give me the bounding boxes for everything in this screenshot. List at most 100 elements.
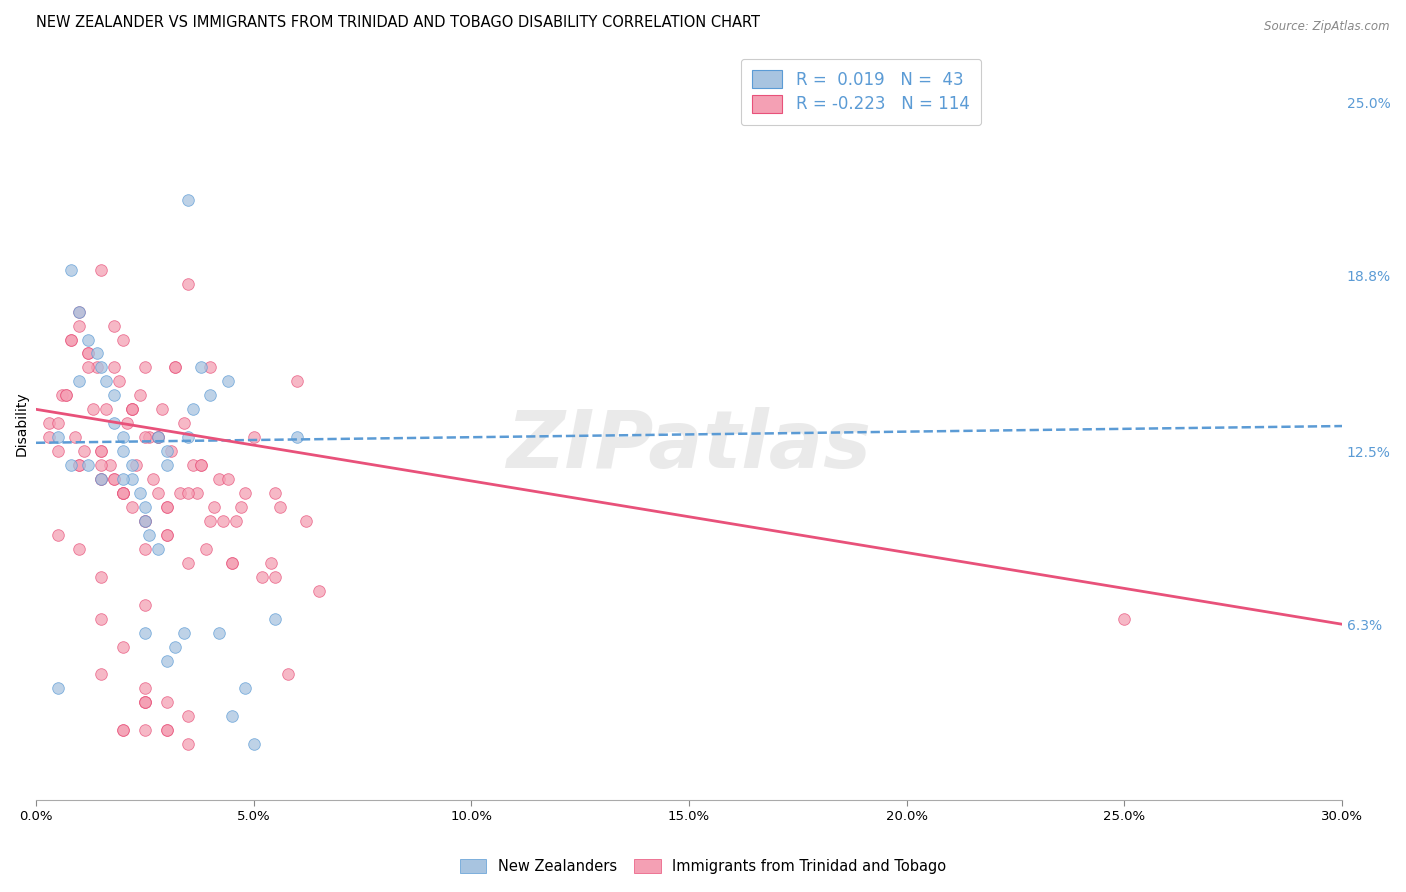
Point — [165, 360, 187, 375]
Point — [177, 486, 200, 500]
Point — [103, 416, 125, 430]
Point — [285, 430, 308, 444]
Point — [217, 375, 239, 389]
Point — [134, 598, 156, 612]
Point — [59, 333, 82, 347]
Point — [111, 723, 134, 738]
Point — [165, 360, 187, 375]
Point — [146, 430, 169, 444]
Point — [177, 556, 200, 570]
Point — [146, 486, 169, 500]
Point — [77, 458, 100, 472]
Point — [208, 625, 231, 640]
Point — [134, 681, 156, 696]
Point — [69, 375, 91, 389]
Point — [63, 430, 86, 444]
Point — [69, 304, 91, 318]
Point — [285, 375, 308, 389]
Point — [111, 640, 134, 654]
Point — [181, 458, 204, 472]
Point — [94, 402, 117, 417]
Text: NEW ZEALANDER VS IMMIGRANTS FROM TRINIDAD AND TOBAGO DISABILITY CORRELATION CHAR: NEW ZEALANDER VS IMMIGRANTS FROM TRINIDA… — [37, 15, 761, 30]
Point — [46, 430, 69, 444]
Point — [155, 500, 177, 514]
Point — [134, 514, 156, 528]
Text: Source: ZipAtlas.com: Source: ZipAtlas.com — [1264, 20, 1389, 33]
Point — [90, 262, 112, 277]
Point — [134, 695, 156, 709]
Point — [150, 402, 173, 417]
Point — [111, 472, 134, 486]
Point — [121, 458, 143, 472]
Point — [221, 556, 243, 570]
Point — [181, 402, 204, 417]
Point — [86, 346, 108, 360]
Point — [111, 486, 134, 500]
Point — [1114, 612, 1136, 626]
Point — [242, 430, 264, 444]
Point — [90, 444, 112, 458]
Point — [177, 277, 200, 291]
Point — [55, 388, 77, 402]
Point — [134, 360, 156, 375]
Point — [121, 402, 143, 417]
Point — [94, 375, 117, 389]
Point — [103, 318, 125, 333]
Point — [125, 458, 148, 472]
Point — [59, 458, 82, 472]
Point — [155, 458, 177, 472]
Point — [212, 514, 235, 528]
Point — [155, 500, 177, 514]
Point — [264, 612, 287, 626]
Point — [111, 723, 134, 738]
Point — [134, 625, 156, 640]
Point — [208, 472, 231, 486]
Point — [38, 416, 60, 430]
Point — [103, 388, 125, 402]
Point — [111, 430, 134, 444]
Point — [117, 416, 139, 430]
Legend: R =  0.019   N =  43, R = -0.223   N = 114: R = 0.019 N = 43, R = -0.223 N = 114 — [741, 59, 981, 125]
Point — [98, 458, 121, 472]
Point — [138, 528, 160, 542]
Point — [77, 360, 100, 375]
Point — [177, 430, 200, 444]
Point — [134, 430, 156, 444]
Point — [134, 723, 156, 738]
Point — [198, 360, 221, 375]
Point — [90, 612, 112, 626]
Point — [86, 360, 108, 375]
Point — [77, 346, 100, 360]
Point — [134, 500, 156, 514]
Point — [146, 430, 169, 444]
Point — [90, 472, 112, 486]
Text: ZIPatlas: ZIPatlas — [506, 407, 872, 485]
Point — [134, 514, 156, 528]
Point — [111, 486, 134, 500]
Point — [308, 583, 330, 598]
Point — [103, 472, 125, 486]
Point — [269, 500, 291, 514]
Point — [190, 458, 212, 472]
Point — [90, 360, 112, 375]
Point — [134, 695, 156, 709]
Point — [173, 416, 195, 430]
Point — [260, 556, 283, 570]
Point — [129, 486, 152, 500]
Point — [277, 667, 299, 681]
Point — [155, 723, 177, 738]
Point — [82, 402, 104, 417]
Point — [165, 640, 187, 654]
Point — [134, 541, 156, 556]
Point — [73, 444, 96, 458]
Point — [111, 333, 134, 347]
Point — [121, 402, 143, 417]
Point — [46, 416, 69, 430]
Point — [233, 681, 256, 696]
Point — [142, 472, 165, 486]
Point — [103, 472, 125, 486]
Point — [146, 430, 169, 444]
Point — [221, 556, 243, 570]
Point — [90, 570, 112, 584]
Point — [217, 472, 239, 486]
